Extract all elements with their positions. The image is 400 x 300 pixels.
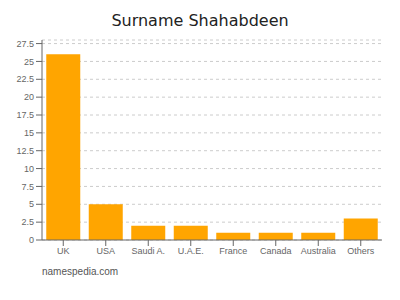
svg-text:2.5: 2.5 [21,217,34,227]
svg-text:Saudi A.: Saudi A. [131,246,165,256]
svg-text:Australia: Australia [301,246,336,256]
svg-text:France: France [219,246,247,256]
svg-text:17.5: 17.5 [16,110,34,120]
svg-text:0: 0 [29,235,34,245]
html-text:Surname Shahabdeen: Surname Shahabdeen [111,11,289,30]
svg-text:20: 20 [24,92,34,102]
svg-text:25: 25 [24,57,34,67]
svg-text:UK: UK [57,246,70,256]
svg-text:12.5: 12.5 [16,146,34,156]
svg-text:10: 10 [24,164,34,174]
svg-text:5: 5 [29,199,34,209]
svg-text:27.5: 27.5 [16,39,34,49]
svg-text:Others: Others [347,246,375,256]
svg-text:Canada: Canada [260,246,292,256]
svg-text:USA: USA [96,246,115,256]
svg-text:22.5: 22.5 [16,74,34,84]
html-text:namespedia.com: namespedia.com [42,266,119,277]
svg-text:U.A.E.: U.A.E. [178,246,204,256]
svg-text:15: 15 [24,128,34,138]
svg-text:7.5: 7.5 [21,182,34,192]
